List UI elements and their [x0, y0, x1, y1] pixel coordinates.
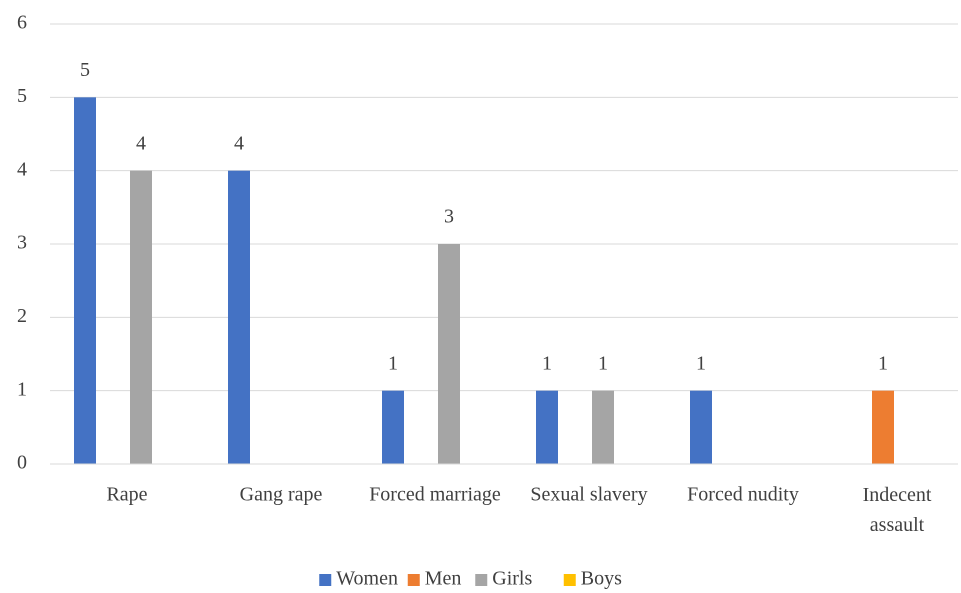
- x-tick-label: Gang rape: [240, 484, 323, 506]
- legend-label: Men: [425, 568, 462, 590]
- legend-label: Girls: [492, 568, 532, 590]
- bar: [690, 390, 712, 464]
- data-label: 4: [136, 132, 146, 154]
- y-tick-label: 0: [17, 452, 27, 474]
- legend-swatch: [407, 574, 420, 586]
- y-tick-label: 6: [17, 12, 27, 34]
- x-tick-label: Sexual slavery: [530, 484, 647, 506]
- bar: [592, 390, 614, 464]
- data-label: 1: [388, 352, 398, 374]
- y-tick-label: 5: [17, 85, 27, 107]
- x-tick-label: Forced marriage: [369, 484, 501, 506]
- legend-swatch: [475, 574, 488, 586]
- bar: [74, 97, 96, 464]
- x-tick-label: Forced nudity: [687, 484, 799, 506]
- x-tick-label: Indecent assault: [863, 484, 932, 536]
- y-tick-label: 1: [17, 378, 27, 400]
- data-label: 1: [696, 352, 706, 374]
- y-tick-label: 3: [17, 232, 27, 254]
- bar: [872, 390, 894, 464]
- x-tick-label: Rape: [106, 484, 147, 506]
- bar: [382, 390, 404, 464]
- data-label: 1: [598, 352, 608, 374]
- data-label: 1: [542, 352, 552, 374]
- bar: [228, 170, 250, 464]
- legend-swatch: [319, 574, 332, 586]
- legend-label: Women: [336, 568, 398, 590]
- y-tick-label: 2: [17, 305, 27, 327]
- data-label: 1: [878, 352, 888, 374]
- legend-swatch: [563, 574, 576, 586]
- bar: [536, 390, 558, 464]
- legend-label: Boys: [581, 568, 622, 590]
- bar: [130, 170, 152, 464]
- y-tick-label: 4: [17, 158, 27, 180]
- bar: [438, 244, 460, 464]
- data-label: 5: [80, 59, 90, 81]
- data-label: 4: [234, 132, 244, 154]
- data-label: 3: [444, 206, 454, 228]
